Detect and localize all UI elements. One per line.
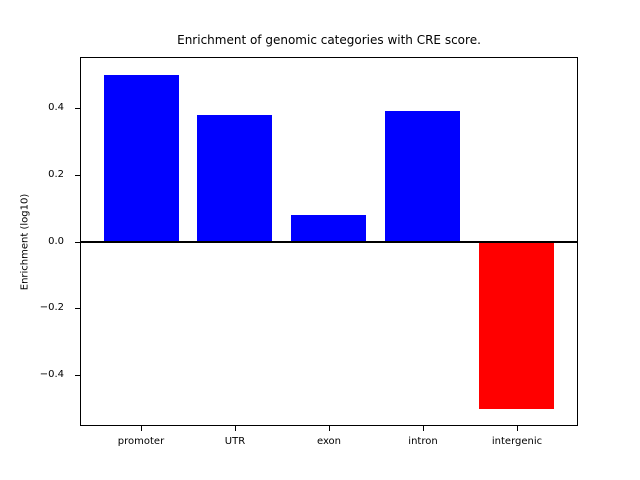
x-tick-label-intergenic: intergenic (491, 436, 543, 447)
bar-intron (385, 111, 460, 241)
chart-title: Enrichment of genomic categories with CR… (177, 33, 481, 47)
x-tick-intergenic (517, 426, 518, 431)
y-tick-0.4 (75, 108, 80, 109)
y-tick-label-0.0: 0.0 (48, 236, 64, 247)
zero-line (81, 241, 577, 243)
y-tick-−0.4 (75, 375, 80, 376)
x-tick-promoter (141, 426, 142, 431)
y-tick-label-0.4: 0.4 (48, 102, 64, 113)
y-tick-0.2 (75, 175, 80, 176)
x-tick-label-intron: intron (408, 436, 438, 447)
x-tick-label-promoter: promoter (117, 436, 165, 447)
x-tick-exon (329, 426, 330, 431)
plot-area (80, 57, 578, 426)
bar-exon (291, 215, 366, 242)
y-tick-0.0 (75, 242, 80, 243)
bar-intergenic (479, 242, 554, 409)
x-tick-UTR (235, 426, 236, 431)
y-tick-−0.2 (75, 308, 80, 309)
bar-promoter (104, 75, 179, 242)
y-tick-label-−0.4: −0.4 (39, 369, 64, 380)
y-tick-label-0.2: 0.2 (48, 169, 64, 180)
x-tick-label-UTR: UTR (224, 436, 246, 447)
x-tick-intron (423, 426, 424, 431)
x-tick-label-exon: exon (316, 436, 342, 447)
bar-UTR (197, 115, 272, 242)
y-tick-label-−0.2: −0.2 (39, 302, 64, 313)
